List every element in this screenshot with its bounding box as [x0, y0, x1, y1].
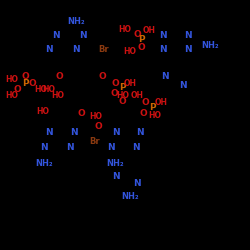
Text: HO: HO [148, 110, 161, 120]
Text: N: N [79, 30, 86, 40]
Text: OH: OH [124, 79, 136, 88]
Text: HO: HO [89, 112, 102, 121]
Text: NH₂: NH₂ [201, 40, 219, 50]
Text: NH₂: NH₂ [68, 17, 85, 26]
Text: OH: OH [143, 26, 156, 35]
Text: N: N [159, 46, 166, 54]
Text: Br: Br [90, 137, 100, 146]
Text: HO: HO [6, 91, 18, 100]
Text: P: P [22, 79, 28, 88]
Text: N: N [112, 172, 120, 181]
Text: O: O [140, 109, 147, 118]
Text: N: N [108, 144, 115, 152]
Text: N: N [161, 72, 168, 81]
Text: O: O [56, 72, 64, 81]
Text: HO: HO [42, 86, 55, 94]
Text: O: O [138, 43, 145, 52]
Text: HO: HO [36, 107, 49, 116]
Text: P: P [149, 104, 155, 112]
Text: NH₂: NH₂ [121, 192, 139, 201]
Text: N: N [136, 128, 144, 137]
Text: N: N [66, 143, 73, 152]
Text: N: N [70, 128, 78, 137]
Text: Br: Br [98, 46, 109, 54]
Text: N: N [45, 128, 52, 137]
Text: N: N [112, 128, 119, 137]
Text: N: N [184, 30, 191, 40]
Text: N: N [45, 46, 52, 54]
Text: O: O [133, 30, 141, 39]
Text: OH: OH [155, 98, 168, 107]
Text: O: O [98, 72, 106, 81]
Text: N: N [132, 144, 139, 152]
Text: O: O [78, 109, 85, 118]
Text: N: N [184, 46, 191, 54]
Text: HO: HO [118, 26, 132, 35]
Text: HO: HO [6, 76, 18, 84]
Text: O: O [110, 89, 118, 98]
Text: O: O [13, 86, 21, 94]
Text: N: N [133, 178, 141, 188]
Text: HO: HO [124, 47, 137, 56]
Text: NH₂: NH₂ [107, 158, 124, 168]
Text: HO: HO [34, 86, 47, 94]
Text: N: N [40, 143, 48, 152]
Text: P: P [138, 36, 144, 44]
Text: P: P [119, 84, 125, 92]
Text: N: N [72, 46, 80, 54]
Text: HO: HO [116, 90, 130, 100]
Text: N: N [52, 30, 60, 40]
Text: O: O [95, 122, 103, 131]
Text: NH₂: NH₂ [35, 158, 52, 168]
Text: O: O [141, 98, 149, 107]
Text: N: N [159, 30, 166, 40]
Text: OH: OH [130, 91, 143, 100]
Text: N: N [179, 80, 186, 90]
Text: O: O [111, 78, 119, 88]
Text: O: O [21, 72, 29, 81]
Text: O: O [118, 97, 126, 106]
Text: O: O [28, 79, 36, 88]
Text: HO: HO [51, 91, 64, 100]
